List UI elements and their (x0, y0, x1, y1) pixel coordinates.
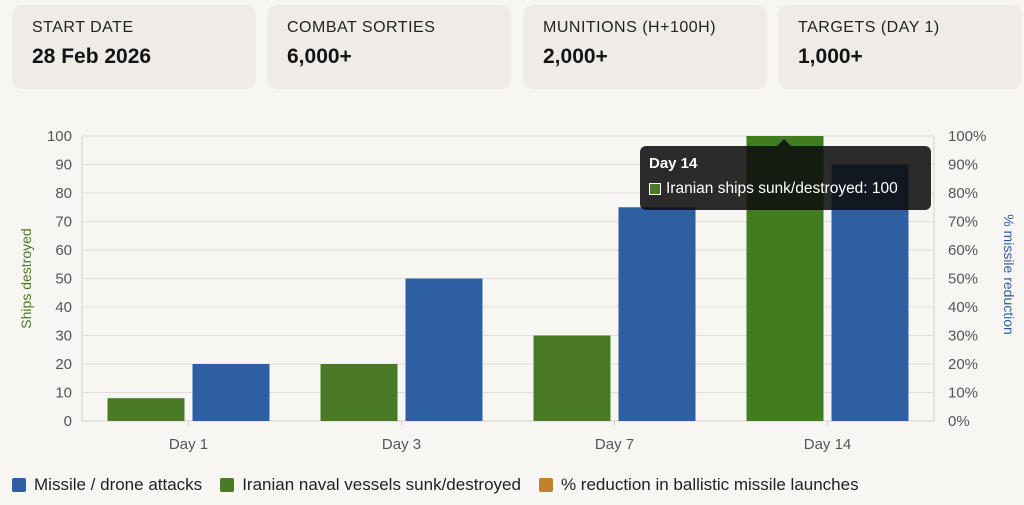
bar-naval-vessels (320, 364, 398, 421)
y-tick-left: 80 (55, 185, 72, 202)
y-tick-right: 0% (948, 413, 970, 430)
x-tick-label: Day 1 (169, 436, 208, 453)
y-tick-right: 10% (948, 385, 978, 402)
y-tick-right: 30% (948, 328, 978, 345)
tooltip-title: Day 14 (649, 155, 698, 172)
x-tick-label: Day 7 (595, 436, 634, 453)
y-tick-right: 100% (948, 128, 986, 145)
bar-missile-attacks (405, 278, 483, 421)
y-tick-right: 80% (948, 185, 978, 202)
y-tick-right: 60% (948, 242, 978, 259)
legend-label: % reduction in ballistic missile launche… (560, 475, 859, 494)
bar-naval-vessels (533, 335, 611, 421)
y-tick-left: 60 (55, 242, 72, 259)
y-tick-left: 100 (47, 128, 72, 145)
legend-item-naval-vessels[interactable]: Iranian naval vessels sunk/destroyed (220, 475, 521, 495)
stat-value: 6,000+ (287, 45, 352, 68)
stat-value: 28 Feb 2026 (32, 45, 152, 68)
y-tick-left: 50 (55, 271, 72, 288)
y-tick-right: 50% (948, 271, 978, 288)
legend-swatch (12, 478, 26, 492)
y-tick-left: 90 (55, 157, 72, 174)
stat-label: START DATE (32, 19, 134, 36)
stats-cards: START DATE 28 Feb 2026 COMBAT SORTIES 6,… (12, 5, 1022, 89)
tooltip-caret (777, 139, 791, 146)
stat-card-combat-sorties: COMBAT SORTIES 6,000+ (267, 5, 511, 89)
legend-label: Missile / drone attacks (34, 475, 203, 494)
legend-item-missile-reduction[interactable]: % reduction in ballistic missile launche… (538, 475, 859, 495)
y-tick-left: 0 (64, 413, 72, 430)
stat-label: MUNITIONS (H+100H) (543, 19, 717, 36)
tooltip-swatch (649, 183, 661, 195)
legend-item-missile-drone[interactable]: Missile / drone attacks (12, 475, 202, 495)
y-tick-right: 70% (948, 214, 978, 231)
tooltip-row: Iranian ships sunk/destroyed: 100 (649, 180, 922, 198)
x-tick-label: Day 14 (804, 436, 852, 453)
y-axis-title-left: Ships destroyed (18, 228, 34, 328)
bar-missile-attacks (192, 364, 270, 421)
stat-value: 2,000+ (543, 45, 608, 68)
x-tick-label: Day 3 (382, 436, 421, 453)
y-tick-left: 70 (55, 214, 72, 231)
y-tick-left: 30 (55, 328, 72, 345)
y-tick-left: 10 (55, 385, 72, 402)
legend-swatch (538, 478, 553, 492)
stat-value: 1,000+ (798, 45, 863, 68)
y-tick-left: 40 (55, 299, 72, 316)
legend-label: Iranian naval vessels sunk/destroyed (242, 475, 521, 494)
stat-card-munitions: MUNITIONS (H+100H) 2,000+ (523, 5, 767, 89)
y-axis-title-right: % missile reduction (1001, 214, 1017, 335)
tooltip-text: Iranian ships sunk/destroyed: 100 (666, 180, 898, 197)
bar-chart: 0 10 20 30 40 50 60 70 80 90 100 0% 10% 20% 30% 40% 50% 6… (18, 128, 1017, 453)
stat-label: TARGETS (DAY 1) (798, 19, 940, 36)
bar-missile-attacks (618, 207, 696, 421)
stat-card-targets: TARGETS (DAY 1) 1,000+ (778, 5, 1022, 89)
stat-card-start-date: START DATE 28 Feb 2026 (12, 5, 256, 89)
y-tick-left: 20 (55, 356, 72, 373)
legend-swatch (220, 478, 235, 492)
y-tick-right: 90% (948, 157, 978, 174)
stat-label: COMBAT SORTIES (287, 19, 436, 36)
bar-naval-vessels (107, 398, 185, 421)
chart-legend: Missile / drone attacks Iranian naval ve… (12, 474, 877, 496)
y-tick-right: 40% (948, 299, 978, 316)
y-tick-right: 20% (948, 356, 978, 373)
chart-tooltip: Day 14 Iranian ships sunk/destroyed: 100 (640, 139, 931, 210)
